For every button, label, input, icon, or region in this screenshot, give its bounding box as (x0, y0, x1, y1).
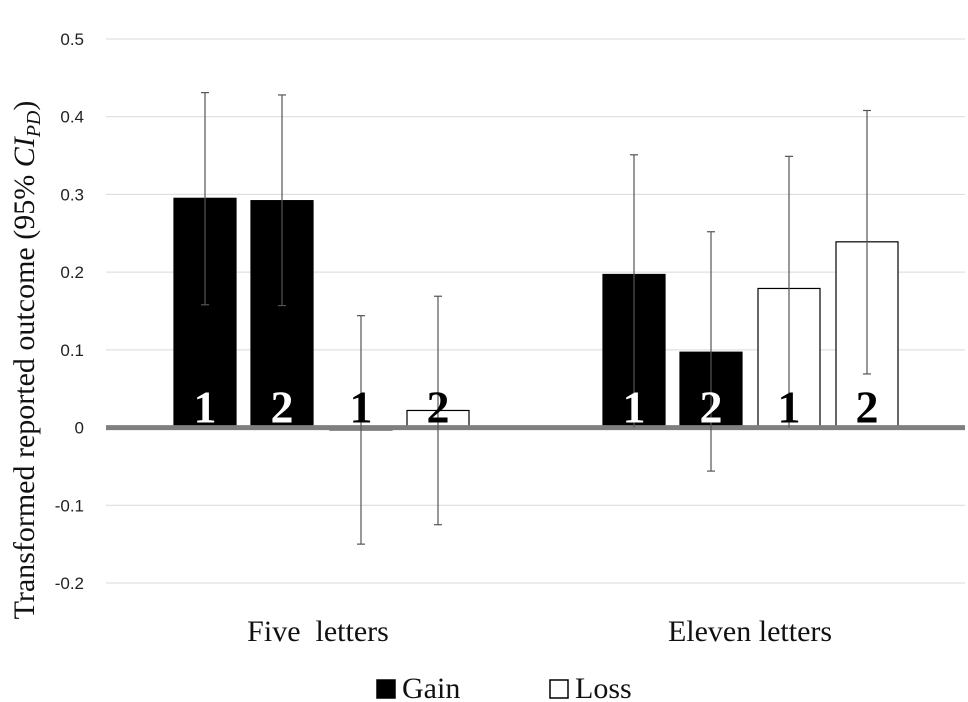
y-axis-label: Transformed reported outcome (95% CIPD) (8, 101, 45, 620)
bar-number-label: 2 (700, 382, 723, 433)
y-tick-label: 0.4 (60, 108, 84, 127)
legend-item-loss: Loss (549, 672, 632, 702)
legend-label: Loss (575, 672, 632, 702)
bar-number-label: 1 (778, 382, 801, 433)
bar-number-label: 2 (427, 382, 450, 433)
legend-label: Gain (402, 672, 460, 702)
legend-swatch (376, 679, 396, 699)
error-bar (785, 155, 793, 428)
legend: Gain Loss (376, 672, 632, 702)
bar-number-label: 1 (623, 382, 646, 433)
y-tick-label: 0.2 (60, 263, 84, 282)
error-bar (201, 92, 209, 306)
legend-swatch (549, 679, 569, 699)
gridlines (106, 38, 965, 584)
error-bar (630, 154, 638, 428)
category-labels: Five letters Eleven letters (247, 615, 832, 648)
bar-number-label: 1 (194, 382, 217, 433)
bar-number-label: 2 (271, 382, 294, 433)
bar-number-label: 2 (856, 382, 879, 433)
error-bar (707, 231, 715, 472)
y-tick-label: 0.1 (60, 341, 84, 360)
error-bar (434, 295, 442, 526)
y-tick-label: 0 (75, 419, 84, 438)
error-bar (278, 94, 286, 307)
y-tick-label: -0.2 (55, 574, 84, 593)
y-tick-labels: 0.5 0.4 0.3 0.2 0.1 0 -0.1 -0.2 (55, 30, 84, 593)
y-tick-label: 0.5 (60, 30, 84, 49)
bar-number-labels: 1 2 1 2 1 2 1 2 (194, 382, 879, 433)
y-tick-label: -0.1 (55, 496, 84, 515)
error-bars (201, 92, 871, 545)
category-label: Five letters (247, 615, 389, 648)
bar-number-label: 1 (350, 382, 373, 433)
legend-item-gain: Gain (376, 672, 460, 702)
error-bar (863, 109, 871, 375)
category-label: Eleven letters (668, 615, 832, 648)
y-tick-label: 0.3 (60, 185, 84, 204)
error-bar (357, 315, 365, 545)
